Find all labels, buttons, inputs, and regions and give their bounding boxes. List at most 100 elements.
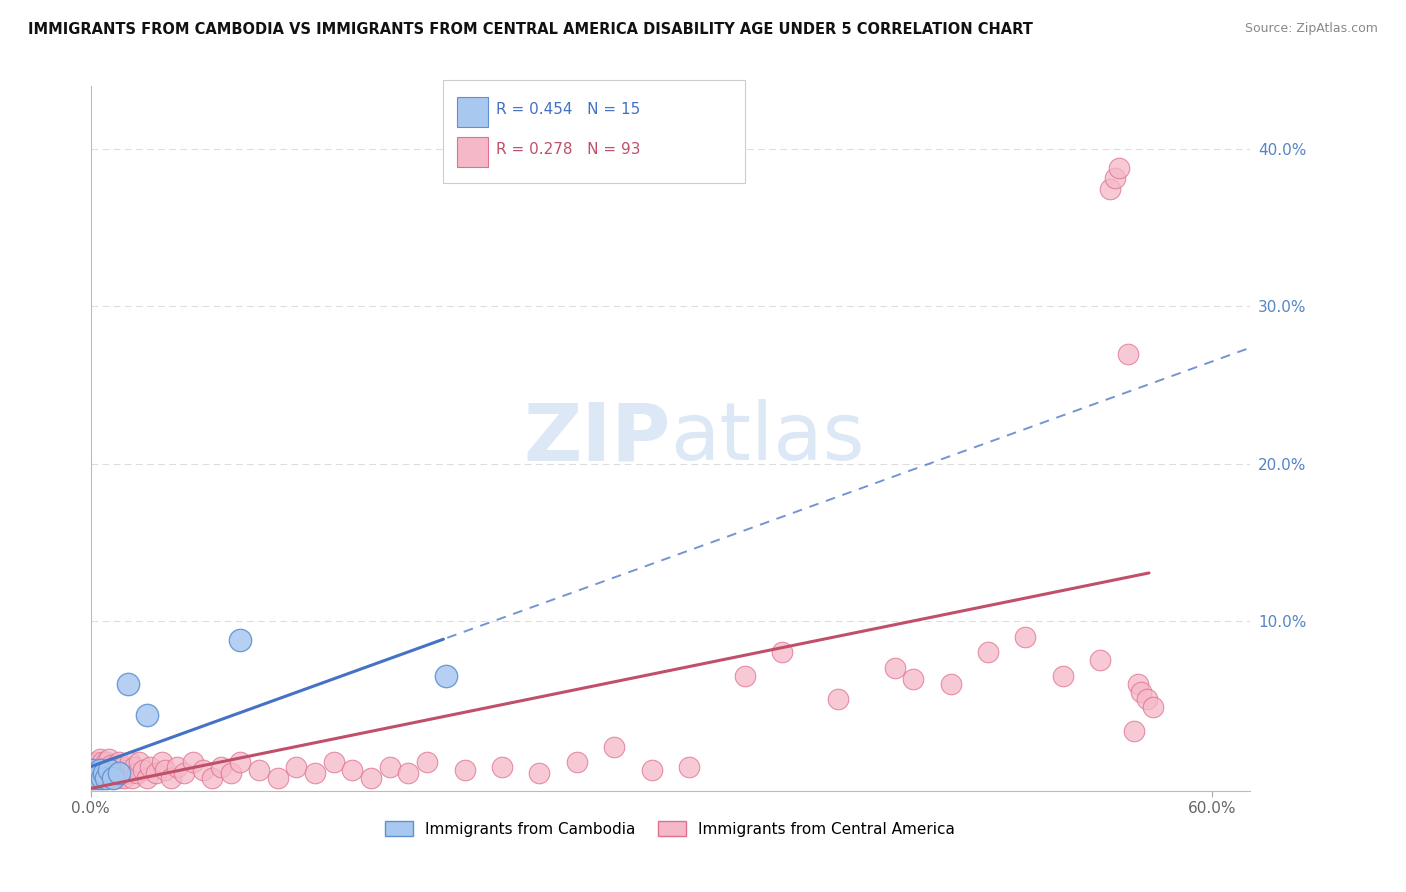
Point: [104, 766, 127, 780]
Point: [83, 771, 105, 785]
Point: [529, 766, 551, 780]
Point: [112, 771, 135, 785]
Point: [398, 766, 420, 780]
Point: [304, 766, 326, 780]
Point: [115, 763, 138, 777]
Point: [98, 752, 121, 766]
Point: [117, 766, 139, 780]
Point: [1130, 684, 1153, 698]
Point: [82, 763, 104, 777]
Point: [1142, 700, 1164, 714]
Point: [160, 771, 183, 785]
Point: [132, 763, 155, 777]
Point: [183, 756, 205, 770]
Point: [378, 760, 401, 774]
Point: [96, 766, 118, 780]
Point: [827, 692, 849, 706]
Point: [89, 763, 111, 777]
Point: [1122, 723, 1144, 738]
Point: [266, 771, 288, 785]
Point: [491, 760, 513, 774]
Point: [127, 766, 149, 780]
Point: [145, 766, 167, 780]
Point: [247, 763, 270, 777]
Point: [84, 756, 107, 770]
Point: [93, 766, 115, 780]
Point: [342, 763, 364, 777]
Point: [360, 771, 382, 785]
Point: [84, 768, 107, 782]
Point: [1108, 161, 1130, 175]
Point: [117, 676, 139, 690]
Point: [135, 708, 157, 723]
Point: [89, 766, 111, 780]
Point: [107, 766, 129, 780]
Point: [734, 669, 756, 683]
Point: [211, 760, 233, 774]
Point: [84, 763, 107, 777]
Point: [1014, 630, 1036, 644]
Point: [770, 645, 793, 659]
Point: [94, 771, 117, 785]
Point: [285, 760, 308, 774]
Point: [87, 771, 110, 785]
Point: [322, 756, 344, 770]
Point: [83, 771, 105, 785]
Point: [107, 771, 129, 785]
Point: [1104, 170, 1126, 185]
Point: [1098, 181, 1121, 195]
Point: [87, 771, 110, 785]
Point: [100, 766, 122, 780]
Point: [640, 763, 662, 777]
Point: [229, 632, 252, 647]
Point: [100, 758, 122, 772]
Point: [128, 756, 150, 770]
Point: [89, 752, 111, 766]
Point: [166, 760, 188, 774]
Point: [105, 763, 128, 777]
Point: [139, 760, 162, 774]
Point: [96, 760, 118, 774]
Point: [89, 763, 111, 777]
Point: [135, 771, 157, 785]
Point: [98, 771, 121, 785]
Point: [191, 763, 214, 777]
Point: [110, 766, 132, 780]
Point: [1126, 676, 1149, 690]
Point: [565, 756, 588, 770]
Point: [155, 763, 177, 777]
Point: [434, 669, 457, 683]
Point: [101, 771, 124, 785]
Text: atlas: atlas: [671, 400, 865, 477]
Point: [1052, 669, 1074, 683]
Point: [883, 661, 905, 675]
Point: [118, 756, 141, 770]
Point: [173, 766, 195, 780]
Point: [678, 760, 700, 774]
Point: [83, 758, 105, 772]
Point: [98, 763, 121, 777]
Point: [101, 771, 124, 785]
Point: [93, 760, 115, 774]
Legend: Immigrants from Cambodia, Immigrants from Central America: Immigrants from Cambodia, Immigrants fro…: [380, 815, 962, 843]
Point: [603, 739, 626, 754]
Point: [94, 771, 117, 785]
Text: ZIP: ZIP: [523, 400, 671, 477]
Point: [84, 766, 107, 780]
Point: [90, 771, 112, 785]
Point: [1090, 653, 1112, 667]
Point: [82, 763, 104, 777]
Point: [122, 760, 145, 774]
Point: [1116, 346, 1139, 360]
Point: [977, 645, 1000, 659]
Text: Source: ZipAtlas.com: Source: ZipAtlas.com: [1244, 22, 1378, 36]
Point: [903, 672, 925, 686]
Point: [121, 771, 143, 785]
Point: [219, 766, 242, 780]
Point: [416, 756, 439, 770]
Point: [82, 768, 104, 782]
Point: [90, 756, 112, 770]
Point: [1136, 692, 1159, 706]
Point: [201, 771, 224, 785]
Text: IMMIGRANTS FROM CAMBODIA VS IMMIGRANTS FROM CENTRAL AMERICA DISABILITY AGE UNDER: IMMIGRANTS FROM CAMBODIA VS IMMIGRANTS F…: [28, 22, 1033, 37]
